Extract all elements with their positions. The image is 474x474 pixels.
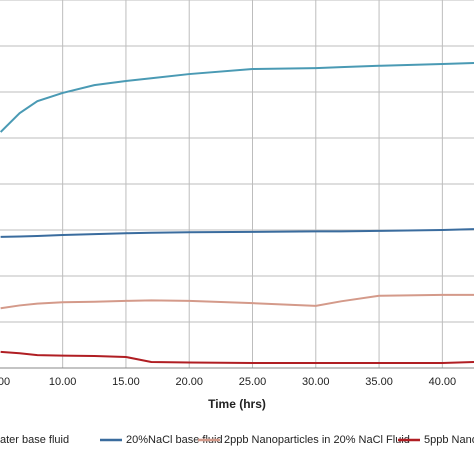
series-line bbox=[0, 350, 474, 364]
x-tick-label: 20.00 bbox=[175, 376, 203, 388]
series-line bbox=[0, 62, 474, 133]
legend-label: 2ppb Nanoparticles in 20% NaCl Fluid bbox=[224, 434, 410, 446]
x-tick-label: 15.00 bbox=[112, 376, 140, 388]
legend-label: 5ppb Nanop bbox=[424, 434, 474, 446]
x-axis-label: Time (hrs) bbox=[208, 397, 266, 411]
x-tick-label: 5.00 bbox=[0, 376, 10, 388]
x-tick-label: 35.00 bbox=[365, 376, 393, 388]
series-line bbox=[0, 228, 474, 238]
legend-label: ater base fluid bbox=[0, 434, 69, 446]
x-tick-label: 25.00 bbox=[239, 376, 267, 388]
x-tick-label: 40.00 bbox=[429, 376, 457, 388]
x-tick-label: 10.00 bbox=[49, 376, 77, 388]
legend-label: 20%NaCl base fluid bbox=[126, 434, 223, 446]
x-tick-label: 30.00 bbox=[302, 376, 330, 388]
series-line bbox=[0, 293, 474, 310]
